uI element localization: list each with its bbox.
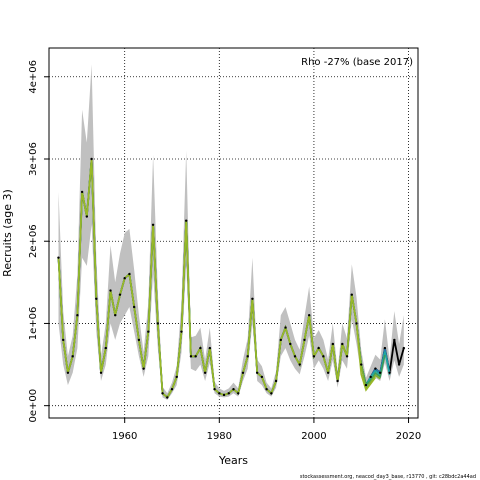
footer-text: stockassessment.org, neacod_day3_base, r… [300, 474, 476, 480]
base-point-1956 [104, 346, 107, 350]
base-point-1952 [85, 215, 89, 218]
base-point-2009 [355, 322, 358, 325]
base-point-1991 [270, 392, 273, 395]
base-point-1950 [76, 314, 79, 317]
base-point-2008 [350, 293, 353, 296]
base-point-2003 [326, 371, 330, 374]
base-point-1993 [279, 338, 283, 342]
y-tick-label-2: 2e+06 [28, 224, 39, 258]
base-point-1953 [90, 157, 93, 161]
x-axis-title: Years [218, 454, 248, 467]
base-point-1957 [109, 289, 112, 292]
base-point-2001 [317, 346, 320, 350]
base-point-1974 [189, 355, 193, 358]
retro-series-line-4 [57, 158, 377, 399]
base-point-1961 [128, 272, 131, 276]
base-point-1978 [208, 346, 212, 350]
base-point-1955 [99, 371, 103, 374]
base-point-2018 [397, 363, 401, 366]
base-point-2002 [322, 355, 325, 358]
base-points [57, 157, 406, 399]
base-point-1947 [61, 338, 65, 342]
base-point-1984 [237, 392, 240, 395]
rho-annotation: Rho -27% (base 2017) [301, 57, 413, 68]
base-point-1976 [199, 346, 202, 350]
base-point-1975 [194, 355, 197, 358]
base-point-1979 [213, 388, 216, 391]
base-point-1954 [95, 297, 98, 300]
x-tick-label-3: 2020 [396, 431, 421, 442]
base-point-1963 [137, 338, 141, 342]
base-point-1960 [123, 277, 126, 280]
base-point-1949 [71, 355, 74, 358]
y-tick-label-1: 1e+06 [28, 307, 39, 341]
base-point-2000 [312, 355, 316, 358]
base-point-1980 [218, 392, 221, 395]
base-point-2014 [378, 371, 382, 374]
base-point-1996 [293, 355, 297, 358]
base-point-2007 [345, 355, 349, 358]
base-point-1966 [151, 223, 155, 226]
y-tick-label-4: 4e+06 [28, 60, 39, 94]
y-axis-title: Recruits (age 3) [1, 189, 14, 277]
base-point-2019 [402, 346, 406, 350]
base-point-1971 [175, 375, 178, 379]
plot-frame [48, 47, 419, 419]
base-point-1982 [227, 392, 230, 395]
y-tick-label-0: 0e+00 [28, 389, 39, 423]
base-point-2011 [364, 383, 368, 387]
base-point-1994 [284, 326, 287, 329]
x-tick-label-2: 2000 [301, 431, 326, 442]
base-point-1968 [161, 392, 164, 395]
base-point-1985 [241, 371, 245, 374]
base-point-1962 [132, 305, 136, 309]
base-point-2015 [383, 346, 387, 350]
base-point-2017 [393, 338, 396, 342]
base-point-1948 [66, 371, 70, 374]
base-point-1989 [260, 375, 264, 379]
x-tick-label-0: 1960 [112, 431, 137, 442]
base-point-2010 [360, 363, 363, 366]
base-point-1988 [255, 371, 259, 374]
base-point-2013 [374, 367, 377, 370]
base-point-1964 [142, 367, 145, 370]
base-point-1986 [246, 355, 249, 358]
base-point-1990 [265, 388, 268, 391]
base-point-1969 [166, 396, 169, 399]
base-point-1967 [156, 322, 160, 325]
y-axis: 0e+00 1e+06 2e+06 3e+06 4e+06 [28, 60, 49, 423]
base-point-1987 [251, 297, 254, 300]
base-point-1946 [57, 256, 60, 259]
base-point-1999 [307, 314, 311, 317]
base-point-2004 [331, 342, 335, 346]
base-point-2006 [341, 342, 344, 346]
base-point-2005 [336, 379, 339, 383]
base-point-1973 [184, 219, 188, 222]
base-point-1992 [274, 379, 278, 383]
base-point-1970 [170, 388, 174, 391]
base-point-2012 [369, 375, 372, 379]
base-point-1995 [289, 342, 292, 346]
base-point-1977 [203, 371, 207, 374]
base-point-1951 [80, 190, 84, 194]
base-point-1972 [180, 330, 183, 333]
confidence-band [58, 64, 404, 400]
base-point-1965 [147, 330, 150, 333]
base-point-1958 [114, 314, 117, 317]
x-tick-label-1: 1980 [207, 431, 232, 442]
base-confidence-band [58, 64, 404, 400]
base-point-2016 [388, 371, 391, 374]
x-axis: 1960 1980 2000 2020 [112, 418, 421, 442]
base-point-1998 [303, 338, 306, 342]
base-point-1959 [118, 293, 122, 296]
base-point-1997 [298, 363, 301, 366]
base-point-1983 [232, 388, 235, 391]
base-point-1981 [222, 393, 226, 397]
y-tick-label-3: 3e+06 [28, 142, 39, 176]
